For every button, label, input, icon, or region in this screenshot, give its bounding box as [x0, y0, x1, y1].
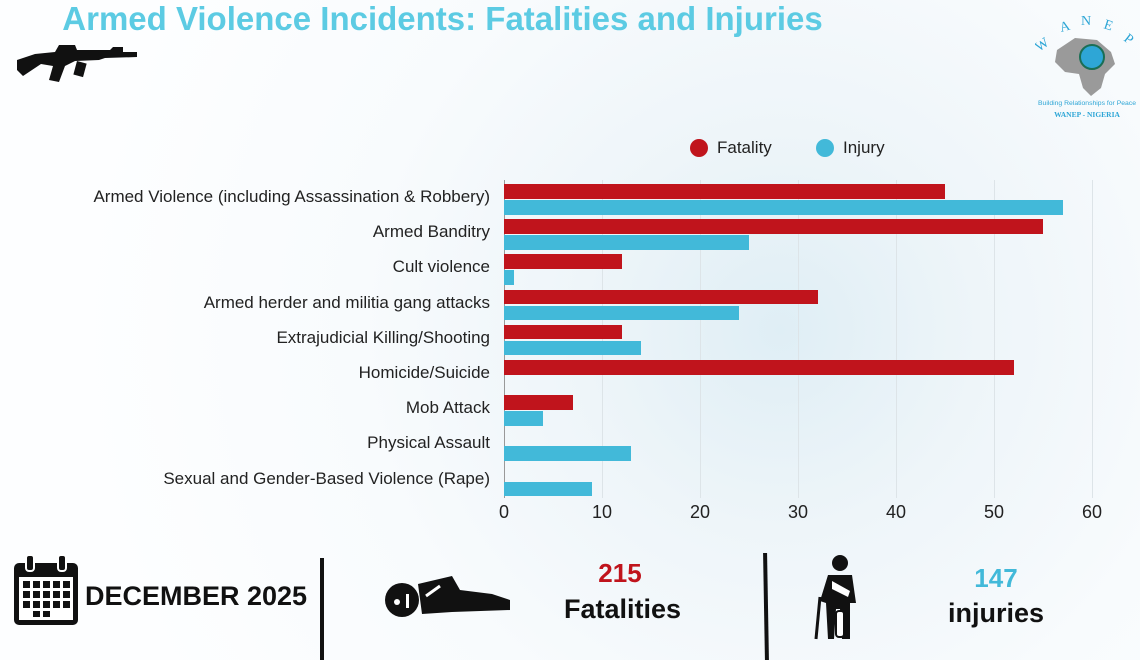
category-label: Physical Assault — [367, 433, 490, 453]
gridline — [994, 180, 995, 498]
fatality-bar — [504, 324, 622, 340]
x-tick-label: 50 — [983, 502, 1005, 522]
gridline — [896, 180, 897, 498]
injury-bar — [504, 270, 514, 285]
category-label: Armed herder and militia gang attacks — [203, 292, 490, 312]
svg-text:N: N — [1081, 14, 1091, 29]
injury-bar — [504, 200, 1063, 215]
injuries-count: 147 — [974, 563, 1018, 593]
category-label: Armed Banditry — [372, 222, 490, 242]
gridline — [700, 180, 701, 498]
injury-bar — [504, 305, 740, 321]
category-label: Cult violence — [392, 257, 490, 277]
divider — [763, 552, 769, 660]
fatalities-label: Fatalities — [563, 594, 682, 624]
svg-text:WANEP - NIGERIA: WANEP - NIGERIA — [1054, 110, 1120, 119]
rifle-icon — [17, 45, 137, 82]
category-label: Extrajudicial Killing/Shooting — [276, 327, 490, 347]
fatality-bar — [504, 219, 1043, 234]
fatality-bar — [504, 184, 945, 199]
x-tick-label: 0 — [498, 502, 510, 522]
injury-bar — [504, 481, 593, 497]
gridline — [798, 180, 799, 498]
injury-swatch — [816, 139, 834, 157]
svg-text:A: A — [1058, 19, 1073, 36]
injuries-label: injuries — [947, 598, 1045, 628]
gridline — [1092, 180, 1093, 498]
fatality-bar — [504, 395, 573, 410]
legend-label: Fatality — [717, 138, 772, 157]
svg-text:E: E — [1102, 18, 1115, 35]
page-title: Armed Violence Incidents: Fatalities and… — [62, 0, 823, 37]
x-tick-label: 20 — [689, 502, 711, 522]
x-tick-label: 30 — [787, 502, 809, 522]
injury-bar — [504, 411, 544, 426]
fatalities-count: 215 — [598, 558, 642, 588]
period-label: DECEMBER 2025 — [85, 581, 308, 611]
injury-bar — [504, 340, 642, 356]
svg-text:P: P — [1121, 31, 1137, 48]
fatality-bar — [504, 254, 622, 269]
category-label: Homicide/Suicide — [358, 363, 490, 382]
calendar-icon — [14, 554, 78, 625]
injury-bar — [504, 446, 632, 461]
x-tick-label: 60 — [1081, 502, 1103, 522]
x-tick-label: 10 — [591, 502, 613, 522]
category-label: Armed Violence (including Assassination … — [93, 187, 490, 206]
legend-label: Injury — [843, 138, 885, 157]
svg-text:Building Relationships for Pea: Building Relationships for Peace — [1038, 101, 1137, 107]
wanep-logo: W A N E P Building Relationships for Pea… — [1035, 14, 1137, 119]
legend-fatality: Fatality — [690, 138, 772, 158]
fatality-swatch — [690, 139, 708, 157]
category-label: Sexual and Gender-Based Violence (Rape) — [163, 468, 490, 488]
fatality-bar — [504, 360, 1014, 375]
divider — [320, 558, 324, 660]
x-tick-label: 40 — [885, 502, 907, 522]
svg-text:W: W — [1035, 35, 1053, 55]
fatality-person-icon — [385, 576, 510, 617]
category-label: Mob Attack — [405, 398, 490, 418]
legend-injury: Injury — [816, 138, 885, 158]
injury-bar — [504, 235, 749, 250]
fatality-bar — [504, 289, 818, 305]
injured-person-icon — [814, 555, 856, 640]
